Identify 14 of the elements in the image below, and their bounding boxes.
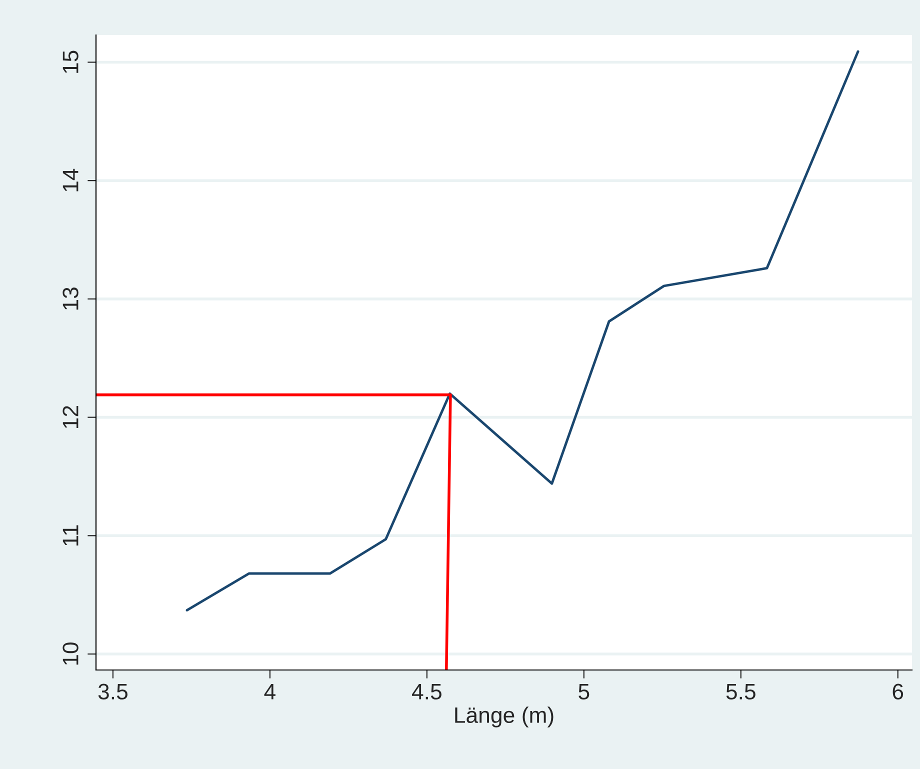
x-tick-label: 4.5 <box>412 684 442 700</box>
y-tick-label: 12 <box>62 406 78 428</box>
y-tick-label: 11 <box>62 525 78 546</box>
x-axis-title: Länge (m) <box>455 706 554 728</box>
line-series <box>186 50 860 612</box>
x-tick-label: 6 <box>892 684 904 700</box>
y-tick-label: 10 <box>62 642 78 665</box>
x-tick-label: 3.5 <box>98 684 128 700</box>
y-tick-label: 14 <box>62 168 78 192</box>
x-tick-label: 4 <box>264 684 276 700</box>
x-tick-label: 5 <box>578 684 590 700</box>
y-tick-label: 15 <box>62 50 78 73</box>
x-tick-label: 5.5 <box>726 684 756 700</box>
y-tick-label: 13 <box>62 288 78 310</box>
